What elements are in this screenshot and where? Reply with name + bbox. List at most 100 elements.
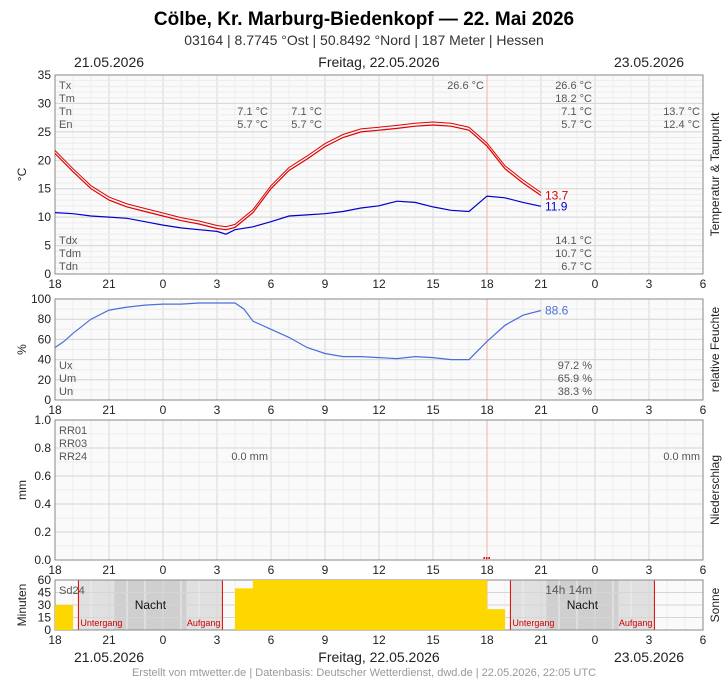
y-tick-label: 35 <box>38 68 52 82</box>
date-prev-bottom: 21.05.2026 <box>74 649 144 665</box>
stat-label: Tx <box>59 80 72 92</box>
stat-label: RR03 <box>59 438 87 450</box>
x-tick-label: 0 <box>592 277 599 291</box>
x-tick-label: 3 <box>214 633 221 647</box>
x-tick-label: 18 <box>48 563 62 577</box>
footer-credits: Erstellt von mtwetter.de | Datenbasis: D… <box>132 667 596 679</box>
x-tick-label: 6 <box>268 563 275 577</box>
x-tick-label: 18 <box>480 563 494 577</box>
y-tick-label: 0 <box>44 623 51 637</box>
sunshine-bar <box>469 580 487 630</box>
y-tick-label: 20 <box>38 373 52 387</box>
night-label: Nacht <box>567 598 599 612</box>
y-tick-label: 0 <box>44 393 51 407</box>
stat-value: 14h 14m <box>545 583 592 597</box>
stat-value: 12.4 °C <box>663 119 700 131</box>
stat-value: 7.1 °C <box>237 106 268 118</box>
temperature-panel: 0 5 10 15 20 25 30 35 18 21 0 3 6 9 12 15 18 21 0 3 6 °C Tempe… <box>15 68 722 291</box>
night-label: Nacht <box>135 598 167 612</box>
x-tick-label: 0 <box>160 277 167 291</box>
series-line <box>54 124 542 231</box>
sunshine-bar <box>343 580 361 630</box>
series-end-label: 11.9 <box>545 199 568 213</box>
sunshine-bar <box>451 580 469 630</box>
stat-label: Tdn <box>59 261 78 273</box>
x-tick-label: 18 <box>480 277 494 291</box>
x-tick-label: 6 <box>700 563 707 577</box>
x-tick-label: 21 <box>102 403 116 417</box>
date-prev-top: 21.05.2026 <box>74 54 144 70</box>
sunrise-label: Aufgang <box>619 618 653 628</box>
sunshine-bar <box>289 580 307 630</box>
stat-value: 38.3 % <box>558 386 592 398</box>
x-tick-label: 21 <box>534 633 548 647</box>
x-tick-label: 0 <box>160 633 167 647</box>
x-tick-label: 21 <box>102 563 116 577</box>
stat-label: Tm <box>59 93 75 105</box>
panel-side-label: Sonne <box>708 587 722 622</box>
x-tick-label: 15 <box>426 277 440 291</box>
stat-label: RR01 <box>59 425 87 437</box>
x-tick-label: 0 <box>160 403 167 417</box>
series-line-max <box>54 121 542 228</box>
stat-value: 18.2 °C <box>555 93 592 105</box>
stat-value: 0.0 mm <box>663 451 700 463</box>
y-tick-label: 0.6 <box>34 469 51 483</box>
y-tick-label: 60 <box>38 332 52 346</box>
x-tick-label: 21 <box>534 403 548 417</box>
x-tick-label: 0 <box>592 633 599 647</box>
x-tick-label: 6 <box>268 633 275 647</box>
sunshine-bar <box>325 580 343 630</box>
sunshine-bar <box>253 580 271 630</box>
x-tick-label: 12 <box>372 633 386 647</box>
y-tick-label: 40 <box>38 353 52 367</box>
sunshine-bar <box>415 580 433 630</box>
stat-value: 10.7 °C <box>555 248 592 260</box>
y-tick-label: 10 <box>38 210 52 224</box>
x-tick-label: 18 <box>480 403 494 417</box>
stat-value: 5.7 °C <box>237 119 268 131</box>
y-tick-label: 30 <box>38 598 52 612</box>
series-line <box>54 195 542 235</box>
y-tick-label: 0.4 <box>34 497 51 511</box>
x-tick-label: 15 <box>426 563 440 577</box>
y-tick-label: 5 <box>44 239 51 253</box>
stat-label: Sd24 <box>59 585 85 597</box>
stat-value: 14.1 °C <box>555 235 592 247</box>
y-tick-label: 1.0 <box>34 413 51 427</box>
x-tick-label: 21 <box>534 277 548 291</box>
y-tick-label: 15 <box>38 611 52 625</box>
stat-label: Um <box>59 373 76 385</box>
x-tick-label: 3 <box>214 403 221 417</box>
series-end-label: 13.7 <box>545 189 569 203</box>
date-next-top: 23.05.2026 <box>614 54 684 70</box>
x-tick-label: 21 <box>102 633 116 647</box>
plot-frame <box>54 298 704 401</box>
x-tick-label: 18 <box>48 633 62 647</box>
panel-side-label: relative Feuchte <box>708 306 722 392</box>
y-tick-label: 45 <box>38 586 52 600</box>
x-tick-label: 12 <box>372 277 386 291</box>
stat-label: Tdx <box>59 235 78 247</box>
plot-frame <box>54 74 704 275</box>
x-tick-label: 0 <box>592 563 599 577</box>
series-end-label: 88.6 <box>545 304 569 318</box>
stat-label: En <box>59 119 72 131</box>
x-tick-label: 6 <box>268 277 275 291</box>
x-tick-label: 9 <box>322 403 329 417</box>
stat-value: 5.7 °C <box>291 119 322 131</box>
sunset-label: Untergang <box>512 618 554 628</box>
date-main-bottom: Freitag, 22.05.2026 <box>318 649 440 665</box>
x-tick-label: 21 <box>534 563 548 577</box>
sunshine-bar <box>487 609 505 630</box>
page-title: Cölbe, Kr. Marburg-Biedenkopf — 22. Mai … <box>154 9 574 30</box>
y-tick-label: 25 <box>38 125 52 139</box>
sunshine-bar <box>271 580 289 630</box>
sunshine-bar <box>235 588 253 630</box>
station-info: 03164 | 8.7745 °Ost | 50.8492 °Nord | 18… <box>184 32 544 48</box>
x-tick-label: 15 <box>426 403 440 417</box>
stat-value: 7.1 °C <box>561 106 592 118</box>
x-tick-label: 9 <box>322 277 329 291</box>
y-tick-label: 100 <box>31 292 51 306</box>
